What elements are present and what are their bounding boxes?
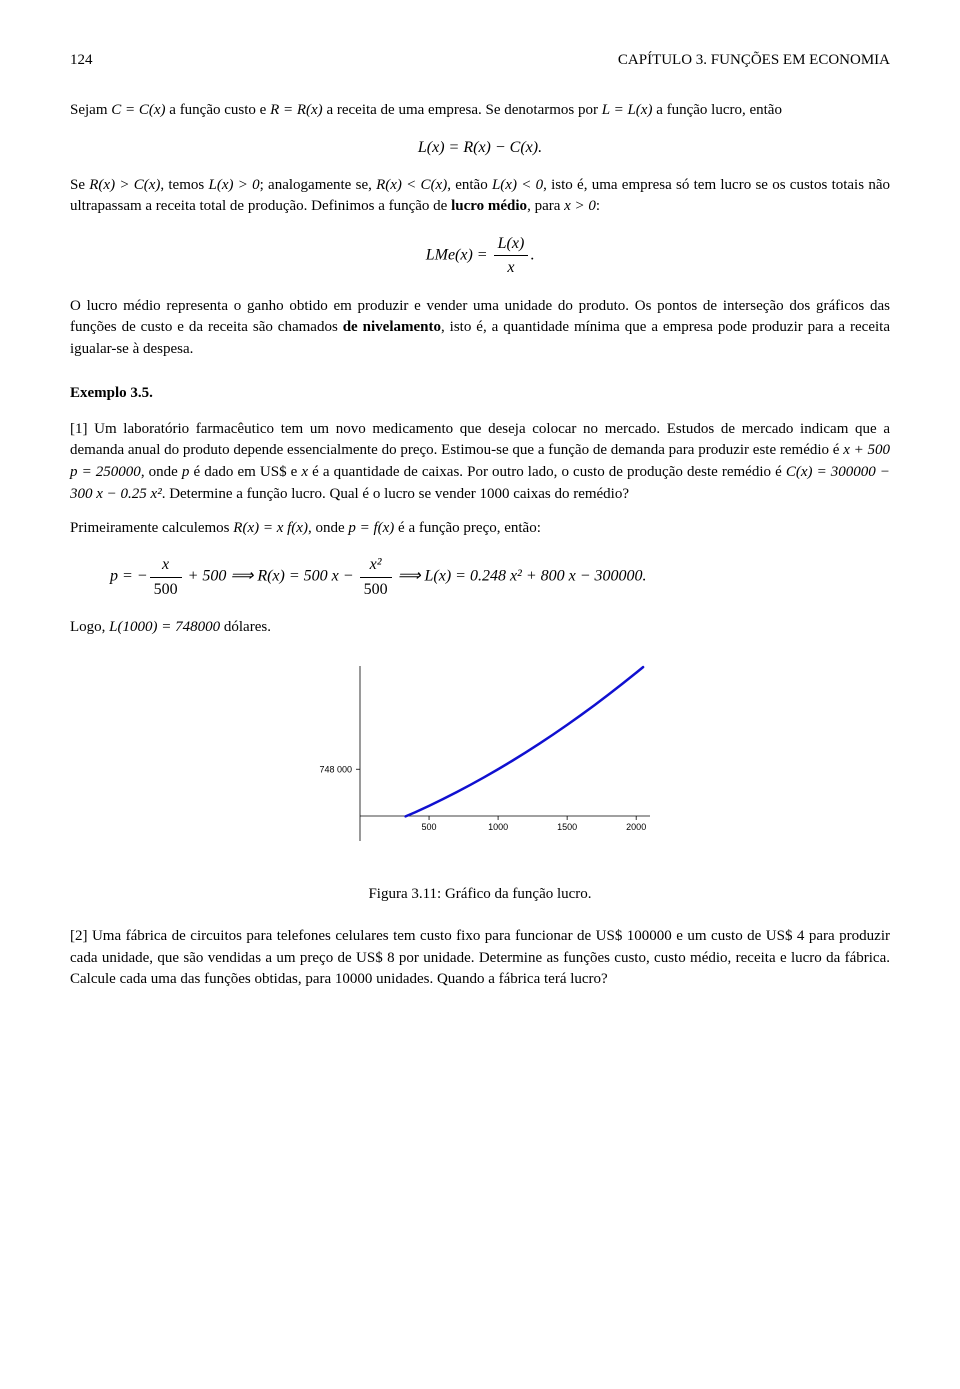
text: . [530, 247, 534, 264]
example-2: [2] Uma fábrica de circuitos para telefo… [70, 926, 890, 991]
text: a receita de uma empresa. Se denotarmos … [323, 102, 602, 118]
denominator: x [494, 256, 529, 279]
example-1: [1] Um laboratório farmacêutico tem um n… [70, 419, 890, 506]
numerator: x² [360, 553, 392, 577]
equation-part: + 500 ⟹ R(x) = 500 x − [184, 568, 358, 585]
text: Sejam [70, 102, 111, 118]
svg-text:748 000: 748 000 [319, 765, 352, 775]
text: : [596, 198, 600, 214]
inline-math: L(1000) = 748000 [109, 619, 220, 635]
text: Logo, [70, 619, 109, 635]
inline-math: R = R(x) [270, 102, 323, 118]
paragraph-calc: Primeiramente calculemos R(x) = x f(x), … [70, 518, 890, 540]
text: , para [527, 198, 564, 214]
inline-math: L(x) > 0 [208, 177, 259, 193]
inline-math: L(x) < 0 [492, 177, 543, 193]
figure-lucro-chart: 500 1000 1500 2000 748 000 [70, 656, 890, 874]
svg-text:1000: 1000 [488, 822, 508, 832]
inline-math: x > 0 [564, 198, 596, 214]
denominator: 500 [360, 578, 392, 601]
inline-math: L = L(x) [602, 102, 653, 118]
equation-derivation: p = −x500 + 500 ⟹ R(x) = 500 x − x²500 ⟹… [70, 553, 890, 600]
paragraph-intro: Sejam C = C(x) a função custo e R = R(x)… [70, 100, 890, 122]
text: [1] Um laboratório farmacêutico tem um n… [70, 421, 890, 459]
chart-container: 500 1000 1500 2000 748 000 [300, 656, 660, 866]
denominator: 500 [150, 578, 182, 601]
inline-math: R(x) > C(x) [89, 177, 160, 193]
fraction: x²500 [360, 553, 392, 600]
text: , então [447, 177, 492, 193]
text: , onde [308, 520, 348, 536]
text: Primeiramente calculemos [70, 520, 233, 536]
inline-math: p = f(x) [348, 520, 394, 536]
bold-term: lucro médio [451, 198, 527, 214]
text: dólares. [220, 619, 271, 635]
text: é dado em US$ e [189, 464, 301, 480]
numerator: L(x) [494, 232, 529, 256]
text: a função lucro, então [652, 102, 782, 118]
fraction: x500 [150, 553, 182, 600]
page-header: 124 CAPÍTULO 3. FUNÇÕES EM ECONOMIA [70, 50, 890, 72]
fraction: L(x)x [494, 232, 529, 279]
svg-text:1500: 1500 [557, 822, 577, 832]
text: é a quantidade de caixas. Por outro lado… [308, 464, 786, 480]
equation-lucro: L(x) = R(x) − C(x). [70, 136, 890, 159]
text: , onde [141, 464, 182, 480]
paragraph-nivelamento: O lucro médio representa o ganho obtido … [70, 296, 890, 361]
equation-part: ⟹ L(x) = 0.248 x² + 800 x − 300000. [394, 568, 647, 585]
inline-math: R(x) < C(x) [376, 177, 447, 193]
text: a função custo e [166, 102, 271, 118]
figure-caption: Figura 3.11: Gráfico da função lucro. [70, 884, 890, 906]
text: Se [70, 177, 89, 193]
example-label: Exemplo 3.5. [70, 383, 890, 405]
numerator: x [150, 553, 182, 577]
inline-math: C = C(x) [111, 102, 165, 118]
bold-term: de nivelamento [343, 319, 441, 335]
equation-lhs: LMe(x) = [426, 247, 492, 264]
equation-lme: LMe(x) = L(x)x. [70, 232, 890, 279]
equation-part: p = − [110, 568, 148, 585]
equation: L(x) = R(x) − C(x). [418, 139, 542, 156]
line-chart: 500 1000 1500 2000 748 000 [300, 656, 660, 866]
text: é a função preço, então: [394, 520, 541, 536]
text: , temos [160, 177, 208, 193]
chapter-title: CAPÍTULO 3. FUNÇÕES EM ECONOMIA [618, 50, 890, 72]
text: . Determine a função lucro. Qual é o luc… [162, 486, 629, 502]
paragraph-result: Logo, L(1000) = 748000 dólares. [70, 617, 890, 639]
inline-math: R(x) = x f(x) [233, 520, 308, 536]
svg-text:500: 500 [422, 822, 437, 832]
svg-text:2000: 2000 [626, 822, 646, 832]
paragraph-lucro-medio: Se R(x) > C(x), temos L(x) > 0; analogam… [70, 175, 890, 219]
page-number: 124 [70, 50, 93, 72]
text: ; analogamente se, [260, 177, 376, 193]
